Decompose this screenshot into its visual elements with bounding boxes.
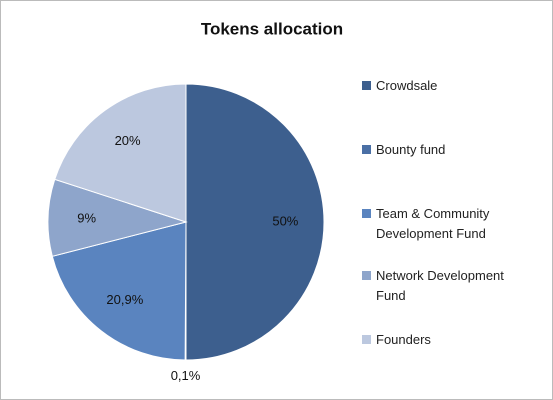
legend-label: Bounty fund [376,142,446,157]
data-label: 20% [115,133,141,148]
pie-slice [51,221,187,361]
legend-label: Team & Community Development Fund [376,206,490,241]
data-label: 0,1% [171,368,201,383]
pie-slice [185,83,325,361]
legend-label: Crowdsale [376,78,438,93]
legend-label: Network Development Fund [376,268,504,303]
legend-item: Bounty fund [362,140,537,160]
data-label: 50% [272,213,298,228]
chart-title: Tokens allocation [201,19,343,38]
legend-item: Founders [362,330,537,350]
legend-swatch [362,81,371,90]
legend-item: Network Development Fund [362,266,537,306]
legend-swatch [362,209,371,218]
legend-item: Team & Community Development Fund [362,204,537,244]
legend-item: Crowdsale [362,76,537,96]
legend-swatch [362,271,371,280]
data-label: 9% [77,210,96,225]
legend-swatch [362,145,371,154]
data-label: 20,9% [106,292,143,307]
legend-swatch [362,335,371,344]
pie-slice [54,83,187,223]
legend-label: Founders [376,332,431,347]
